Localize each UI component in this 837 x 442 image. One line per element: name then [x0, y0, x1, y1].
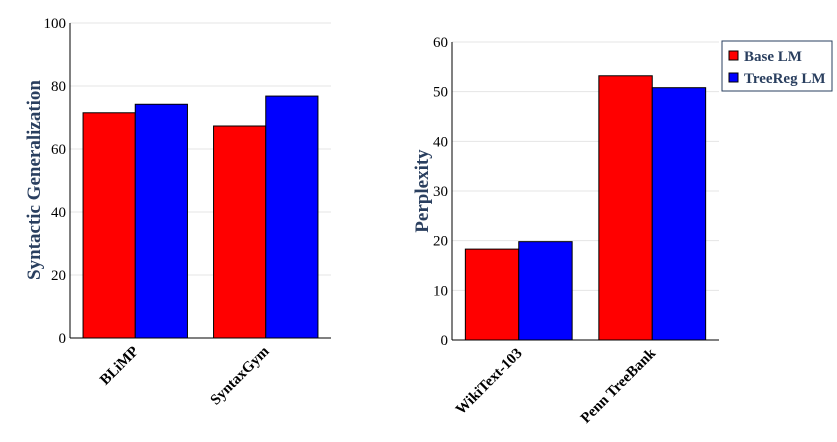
y-tick-label: 20: [433, 234, 448, 250]
legend-swatch: [728, 72, 739, 83]
bar-base-lm-wikitext-103: [464, 248, 520, 341]
bar-treereg-lm-penn-treebank: [651, 87, 707, 341]
legend-label: TreeReg LM: [744, 71, 826, 87]
y-tick-label: 60: [51, 142, 66, 158]
legend-swatch: [728, 50, 739, 61]
legend: Base LM TreeReg LM: [721, 40, 833, 92]
x-tick-label: Penn TreeBank: [578, 345, 660, 427]
y-tick-label: 100: [44, 16, 67, 32]
y-tick-label: 20: [51, 268, 66, 284]
x-tick-label: BLiMP: [97, 344, 142, 389]
y-tick-label: 40: [433, 134, 448, 150]
y-tick-label: 60: [433, 35, 448, 51]
bar-treereg-lm-wikitext-103: [518, 241, 573, 341]
x-tick-label: WikiText-103: [453, 346, 526, 419]
y-tick-label: 10: [433, 283, 448, 299]
legend-label: Base LM: [744, 49, 802, 65]
bar-base-lm-penn-treebank: [598, 75, 653, 341]
bar-base-lm-syntaxgym: [213, 125, 267, 339]
y-tick-label: 30: [433, 184, 448, 200]
y-axis-title: Perplexity: [412, 149, 433, 233]
bar-base-lm-blimp: [82, 112, 136, 339]
y-tick-label: 80: [51, 79, 66, 95]
bar-treereg-lm-blimp: [134, 103, 188, 339]
y-axis-title: Syntactic Generalization: [24, 80, 45, 280]
x-tick-label: SyntaxGym: [208, 343, 273, 408]
bar-treereg-lm-syntaxgym: [265, 95, 319, 339]
legend-box: [721, 40, 833, 92]
chart-1: 0 20 40 60 80 100 BLiMP SyntaxGym Syntactic Gene…: [24, 16, 331, 408]
y-tick-label: 50: [433, 85, 448, 101]
y-tick-label: 0: [59, 331, 67, 347]
chart-2: 0 10 20 30 40 50 60 WikiText-103 Penn TreeBank Pe…: [412, 35, 833, 427]
y-tick-label: 0: [441, 333, 449, 349]
y-tick-label: 40: [51, 205, 66, 221]
